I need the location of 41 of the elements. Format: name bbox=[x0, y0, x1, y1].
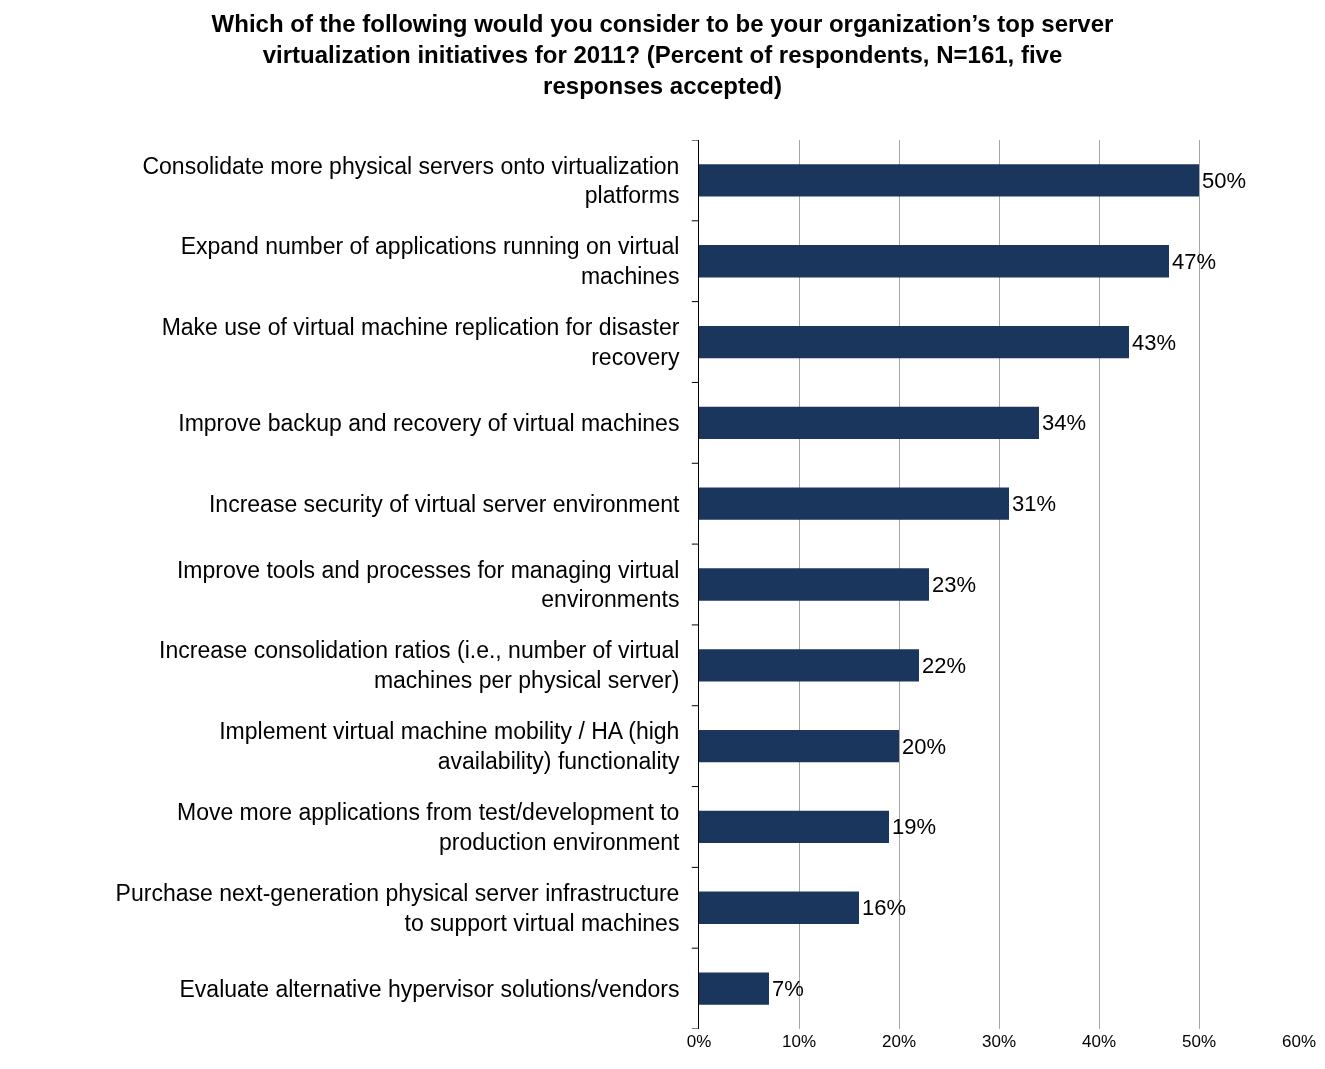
data-label: 19% bbox=[892, 814, 937, 840]
data-label: 43% bbox=[1132, 329, 1177, 355]
chart-title: Which of the following would you consider to be your organization’s top server virtualization initiatives for 2011? (Percent of respondents, N=161, five responses accepted) bbox=[211, 10, 1114, 100]
y-tick-label: Improve tools and processes for managing virtual environments bbox=[176, 556, 680, 613]
x-tick-label: 0% bbox=[686, 1032, 712, 1051]
data-label: 16% bbox=[862, 895, 907, 921]
data-label: 23% bbox=[932, 572, 977, 597]
y-tick-label: Make use of virtual machine replication for disaster recovery bbox=[161, 314, 680, 371]
y-tick-label: Expand number of applications running on virtual machines bbox=[180, 233, 680, 290]
y-tick-label: Increase security of virtual server environment bbox=[208, 490, 680, 517]
data-label: 31% bbox=[1012, 491, 1057, 517]
bar bbox=[699, 729, 899, 763]
bar bbox=[699, 810, 889, 844]
y-tick-label: Increase consolidation ratios (i.e., number of virtual machines per physical server) bbox=[159, 637, 680, 694]
bar bbox=[699, 164, 1199, 197]
bar bbox=[699, 406, 1039, 440]
x-tick-label: 30% bbox=[981, 1032, 1017, 1051]
y-tick-label: Implement virtual machine mobility / HA (high availability) functionality bbox=[219, 718, 680, 775]
y-tick-label: Evaluate alternative hypervisor solutions/vendors bbox=[179, 975, 680, 1002]
y-tick-label: Move more applications from test/development to production environment bbox=[176, 799, 680, 855]
bar bbox=[699, 568, 929, 601]
bar bbox=[699, 972, 769, 1005]
x-tick-label: 10% bbox=[781, 1032, 817, 1051]
data-label: 22% bbox=[922, 652, 967, 678]
x-tick-label: 40% bbox=[1081, 1032, 1117, 1051]
x-tick-label: 20% bbox=[881, 1032, 917, 1051]
y-tick-label: Purchase next-generation physical server infrastructure to support virtual machines bbox=[115, 879, 680, 936]
data-label: 7% bbox=[772, 976, 804, 1002]
data-label: 47% bbox=[1172, 248, 1217, 274]
y-tick-label: Consolidate more physical servers onto virtualization platforms bbox=[142, 152, 680, 209]
bar bbox=[699, 325, 1129, 359]
bar bbox=[699, 891, 859, 924]
y-tick-label: Improve backup and recovery of virtual machines bbox=[178, 409, 680, 436]
data-label: 50% bbox=[1202, 167, 1247, 193]
x-tick-label: 50% bbox=[1181, 1032, 1217, 1051]
bar bbox=[699, 487, 1009, 520]
data-label: 34% bbox=[1042, 410, 1087, 436]
data-label: 20% bbox=[902, 733, 947, 759]
x-tick-label: 60% bbox=[1281, 1032, 1317, 1051]
bar bbox=[699, 245, 1169, 278]
bar bbox=[699, 649, 919, 682]
